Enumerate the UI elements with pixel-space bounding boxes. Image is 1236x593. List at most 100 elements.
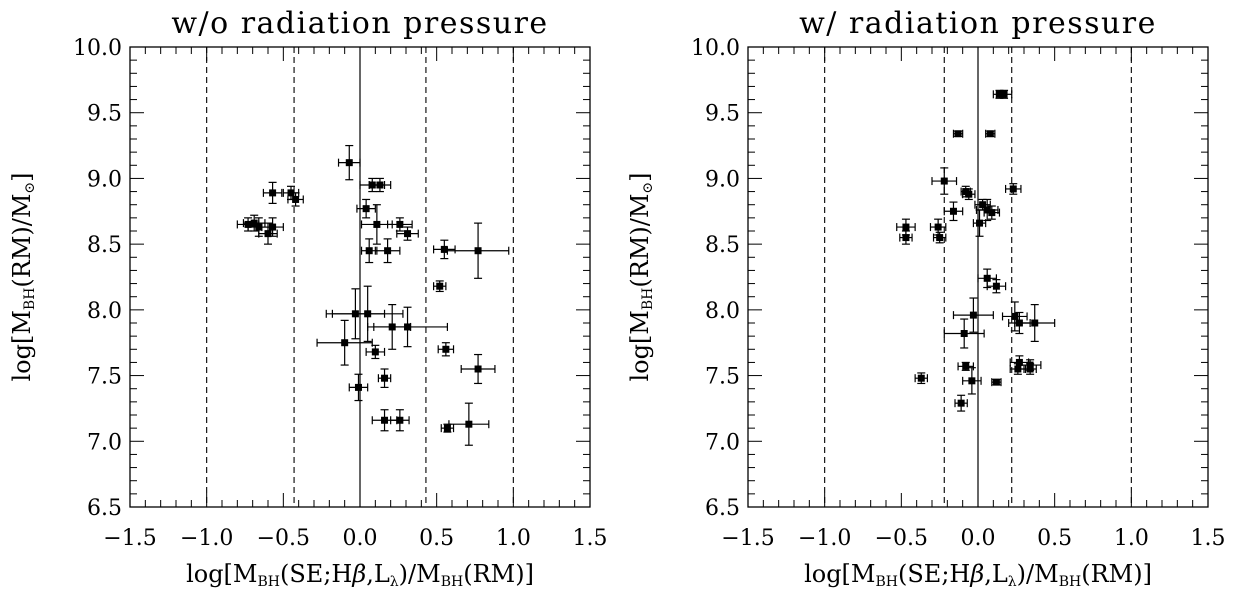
y-tick-label: 7.5 [705,365,740,390]
data-point [983,205,1001,220]
data-point [1009,363,1027,375]
y-tick-label: 7.5 [87,365,122,390]
point-marker [443,424,451,432]
data-point [985,129,996,138]
x-tick-label: 0.5 [1037,526,1072,551]
y-tick-label: 9.5 [705,102,740,127]
data-point [972,209,987,237]
point-marker [292,195,300,203]
point-marker [992,282,1000,290]
point-marker [936,234,944,242]
point-marker [1011,312,1019,320]
data-point [433,280,447,293]
point-marker [949,207,957,215]
y-tick-label: 8.0 [87,299,122,324]
point-marker [269,189,277,197]
data-point [368,177,392,193]
point-marker [341,339,349,347]
data-point [433,239,456,260]
data-point [932,231,947,244]
point-marker [954,130,962,138]
data-point [390,409,410,432]
point-marker [396,220,404,228]
data-point [367,306,448,348]
data-point [316,319,373,366]
data-point [962,188,976,201]
point-marker [962,362,970,370]
x-tick-label: −0.5 [875,526,928,551]
data-point [365,344,386,360]
data-point [440,423,455,433]
x-tick-label: −1.5 [721,526,774,551]
scatter-panel-2: −1.5 −1.0 −0.5 0.0 0.5 1.0 1.5 6.5 7.0 7.5 8.0 8.5 9… [626,6,1226,590]
point-marker [269,223,277,231]
y-tick-label: 8.0 [705,299,740,324]
point-marker [264,230,272,238]
data-point [261,217,284,237]
data-point [337,144,361,181]
data-point [952,297,994,333]
data-point [899,230,913,245]
point-marker [940,177,948,185]
point-marker [373,220,381,228]
point-marker [1014,365,1022,373]
data-point [262,181,283,204]
data-point [360,238,378,264]
chart-title: w/ radiation pressure [799,6,1157,41]
point-marker [934,223,942,231]
y-tick-label: 9.0 [705,167,740,192]
point-marker [988,209,996,217]
y-tick-label: 6.5 [87,496,122,521]
data-point [448,402,490,446]
x-tick-label: −1.0 [798,526,851,551]
data-point [258,222,278,245]
point-marker [396,416,404,424]
y-tick-label: 9.5 [87,102,122,127]
point-marker [979,201,987,209]
x-tick-label: 0.5 [419,526,454,551]
data-point [995,89,1013,99]
data-point [952,129,964,138]
point-marker [902,234,910,242]
point-marker [376,181,384,189]
point-marker [1009,185,1017,193]
data-point [1014,304,1056,342]
point-marker [442,345,450,353]
x-tick-label: 1.0 [496,526,531,551]
point-marker [960,330,968,338]
data-point [437,342,455,357]
point-marker [371,348,379,356]
point-marker [917,374,925,382]
data-point [331,285,404,342]
data-point [387,217,413,232]
data-point [914,372,929,385]
data-point [986,279,1007,294]
data-point [962,367,982,395]
point-marker [474,365,482,373]
x-tick-label: 1.0 [1114,526,1149,551]
x-tick-label: −1.5 [103,526,156,551]
point-marker [404,230,412,238]
point-marker [381,416,389,424]
data-point [356,198,376,219]
y-tick-label: 8.5 [87,233,122,258]
point-marker [287,189,295,197]
point-marker [474,247,482,255]
point-marker [968,377,976,385]
y-tick-label: 7.0 [87,430,122,455]
data-point [991,378,1002,387]
point-marker [1000,90,1008,98]
y-tick-label: 9.0 [87,167,122,192]
x-tick-label: 1.5 [1191,526,1226,551]
x-tick-label: 0.0 [343,526,378,551]
y-tick-label: 7.0 [705,430,740,455]
point-marker [440,245,448,253]
y-axis-label: log[MBH(RM)/M⊙] [8,172,38,381]
data-point [460,353,496,385]
scatter-panel-1: −1.5 −1.0 −0.5 0.0 0.5 1.0 1.5 6.5 7.0 7.5 8.0 8.5 9… [8,6,608,590]
chart-title: w/o radiation pressure [171,6,548,41]
point-marker [983,206,991,214]
point-marker [404,323,412,331]
x-tick-label: 1.5 [573,526,608,551]
data-point [348,373,369,402]
